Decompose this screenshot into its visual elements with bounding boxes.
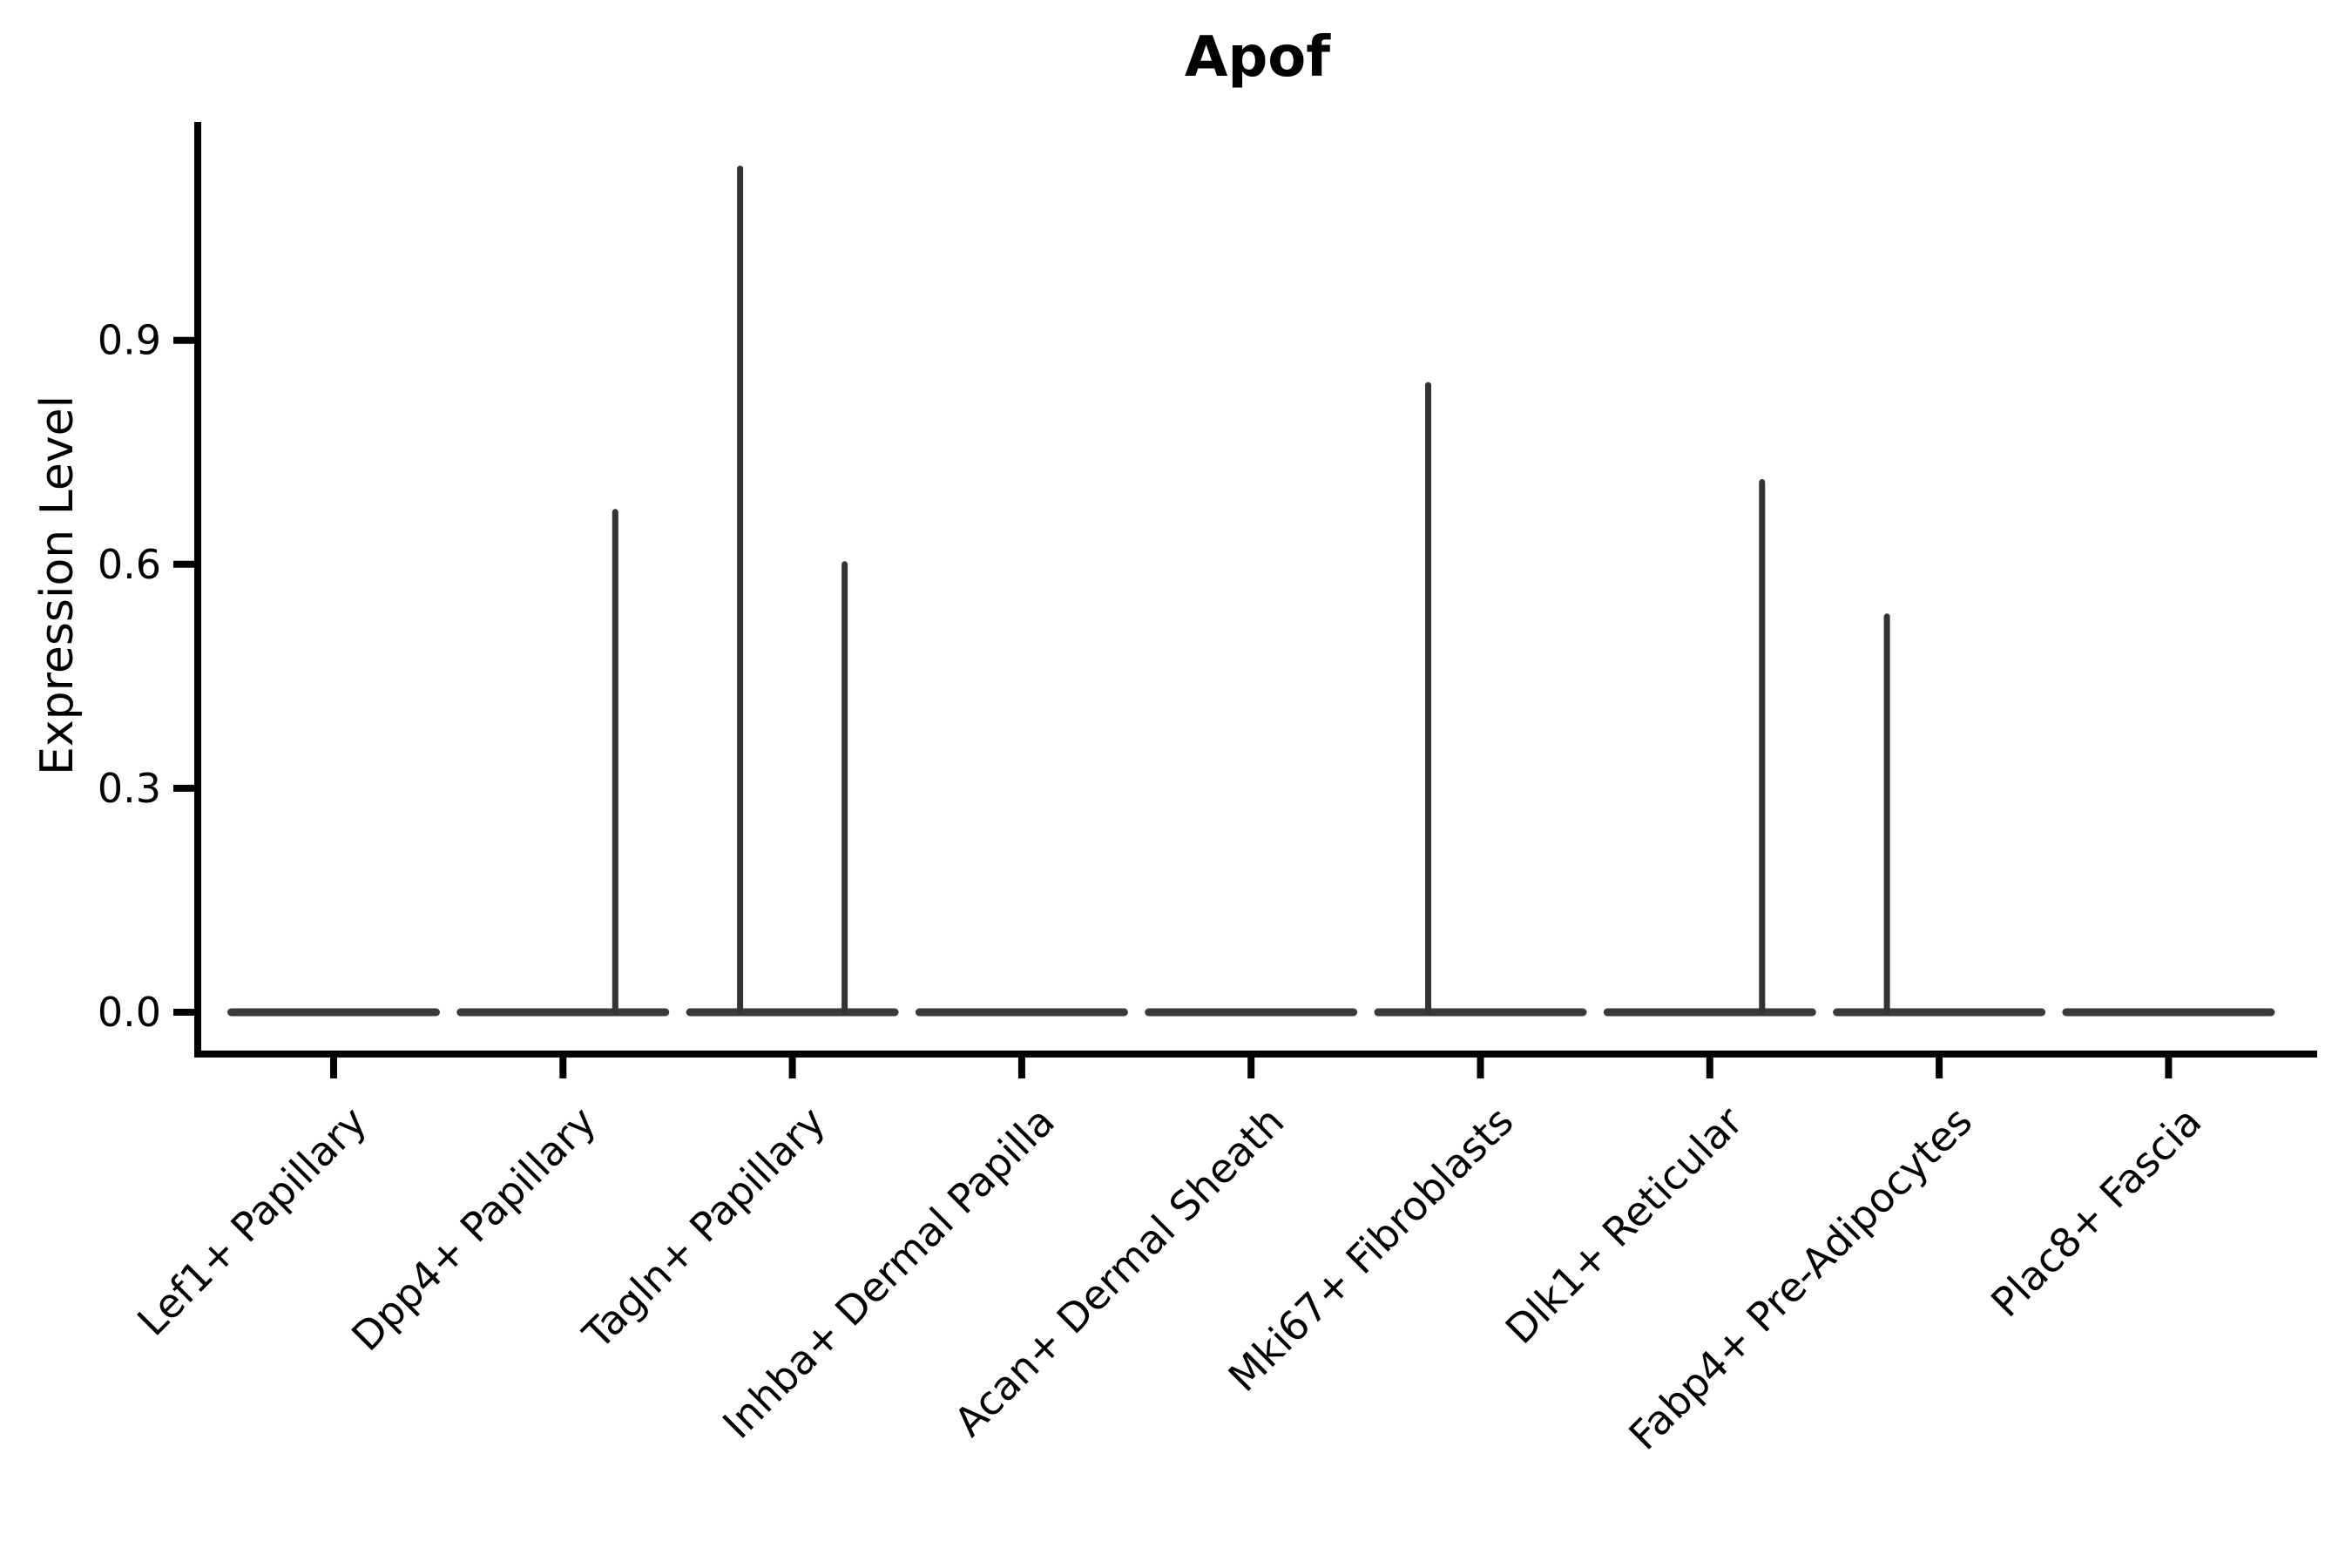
y-tick-label: 0.0 <box>98 989 161 1036</box>
violin-zero-bar <box>1145 1008 1358 1017</box>
y-tick-label: 0.3 <box>98 765 161 812</box>
violin-zero-bar <box>1833 1008 2046 1017</box>
x-tick-label: Dlk1+ Reticular <box>1497 1098 1752 1353</box>
violin-zero-bar <box>1603 1008 1816 1017</box>
violin-zero-bar <box>2062 1008 2275 1017</box>
x-tick-label: Tagln+ Papillary <box>573 1098 835 1359</box>
y-tick-label: 0.6 <box>98 541 161 588</box>
x-tick-label: Plac8+ Fascia <box>1982 1098 2210 1326</box>
violin-zero-bar <box>456 1008 670 1017</box>
y-tick-label: 0.9 <box>98 317 161 364</box>
axes-spines <box>194 122 2317 1058</box>
x-tick-label: Dpp4+ Papillary <box>342 1098 605 1360</box>
violin-zero-bar <box>686 1008 899 1017</box>
violin-zero-bar <box>227 1008 440 1017</box>
plot-title: Apof <box>1184 25 1331 90</box>
violin-zero-bar <box>915 1008 1128 1017</box>
violin-zero-bar <box>1374 1008 1587 1017</box>
x-tick-label: Lef1+ Papillary <box>128 1098 375 1345</box>
